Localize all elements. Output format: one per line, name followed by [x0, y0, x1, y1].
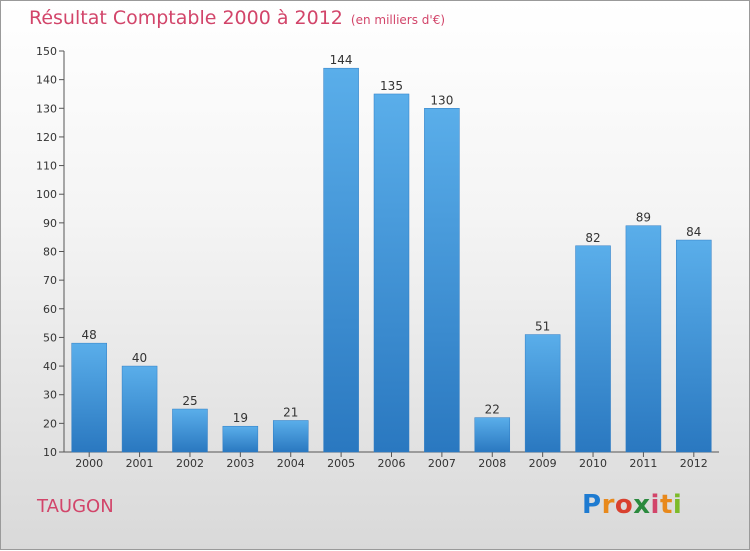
- value-label-2009: 51: [535, 320, 550, 334]
- y-tick-label: 90: [43, 217, 57, 230]
- x-tick-label-2011: 2011: [629, 457, 657, 470]
- x-tick-label-2007: 2007: [428, 457, 456, 470]
- proxiti-logo[interactable]: Proxiti: [582, 490, 682, 520]
- logo-letter: o: [614, 490, 634, 520]
- x-tick-label-2012: 2012: [680, 457, 708, 470]
- y-axis: 10 20 30 40 50 60 70 80 90 100 110 120 130 140 150: [36, 45, 65, 459]
- x-tick-label-2005: 2005: [327, 457, 355, 470]
- value-label-2010: 82: [585, 231, 600, 245]
- x-tick-label-2008: 2008: [478, 457, 506, 470]
- y-tick-label: 50: [43, 331, 57, 344]
- commune-name: TAUGON: [37, 496, 114, 517]
- x-tick-label-2006: 2006: [378, 457, 406, 470]
- bars: 48 40 25 19 21 144 135 130 22 51 82 89 84: [71, 53, 712, 453]
- value-label-2003: 19: [233, 411, 248, 425]
- y-tick-label: 40: [43, 360, 57, 373]
- y-tick-label: 80: [43, 246, 57, 259]
- x-tick-label-2002: 2002: [176, 457, 204, 470]
- y-tick-label: 100: [36, 188, 57, 201]
- y-tick-label: 130: [36, 102, 57, 115]
- logo-letter: x: [633, 490, 651, 520]
- value-label-2000: 48: [82, 328, 97, 342]
- value-label-2008: 22: [485, 403, 500, 417]
- bar-2008: [474, 417, 511, 453]
- x-axis: 2000 2001 2002 2003 2004 2005 2006 2007 2008 2009…: [64, 451, 719, 470]
- value-label-2011: 89: [636, 211, 651, 225]
- bar-2007: [424, 108, 460, 453]
- x-tick-label-2000: 2000: [75, 457, 103, 470]
- x-tick-label-2003: 2003: [226, 457, 254, 470]
- x-tick-label-2004: 2004: [277, 457, 305, 470]
- x-tick-label-2010: 2010: [579, 457, 607, 470]
- bar-2001: [121, 365, 158, 453]
- bar-2003: [222, 425, 259, 453]
- bar-2000: [71, 342, 107, 453]
- bar-2006: [373, 93, 410, 453]
- x-tick-label-2009: 2009: [529, 457, 557, 470]
- logo-letter: i: [650, 490, 660, 520]
- y-tick-label: 70: [43, 274, 57, 287]
- logo-letter: r: [601, 490, 615, 520]
- y-tick-label: 150: [36, 45, 57, 58]
- y-tick-label: 60: [43, 303, 57, 316]
- bar-2012: [676, 239, 712, 453]
- value-label-2005: 144: [330, 53, 353, 67]
- value-label-2001: 40: [132, 351, 147, 365]
- value-label-2007: 130: [430, 93, 453, 107]
- logo-letter: P: [582, 490, 602, 520]
- bar-2005: [323, 67, 359, 453]
- y-tick-label: 140: [36, 74, 57, 87]
- bar-2002: [172, 408, 208, 453]
- value-label-2012: 84: [686, 225, 701, 239]
- chart-subtitle: (en milliers d'€): [350, 13, 446, 27]
- value-label-2002: 25: [182, 394, 197, 408]
- y-tick-label: 10: [43, 446, 57, 459]
- bar-2009: [524, 334, 561, 453]
- value-label-2004: 21: [283, 405, 298, 419]
- bar-2011: [625, 225, 662, 453]
- y-tick-label: 120: [36, 131, 57, 144]
- logo-letter: i: [672, 490, 683, 520]
- y-tick-label: 110: [36, 160, 57, 173]
- y-tick-label: 30: [43, 389, 57, 402]
- chart-title-text: Résultat Comptable 2000 à 2012: [29, 7, 343, 29]
- value-label-2006: 135: [380, 79, 403, 93]
- x-tick-label-2001: 2001: [126, 457, 154, 470]
- bar-2010: [575, 245, 611, 453]
- logo-letter: t: [659, 490, 673, 520]
- chart-title: Résultat Comptable 2000 à 2012 (en millie…: [29, 7, 445, 29]
- y-tick-label: 20: [43, 417, 57, 430]
- bar-2004: [272, 420, 309, 453]
